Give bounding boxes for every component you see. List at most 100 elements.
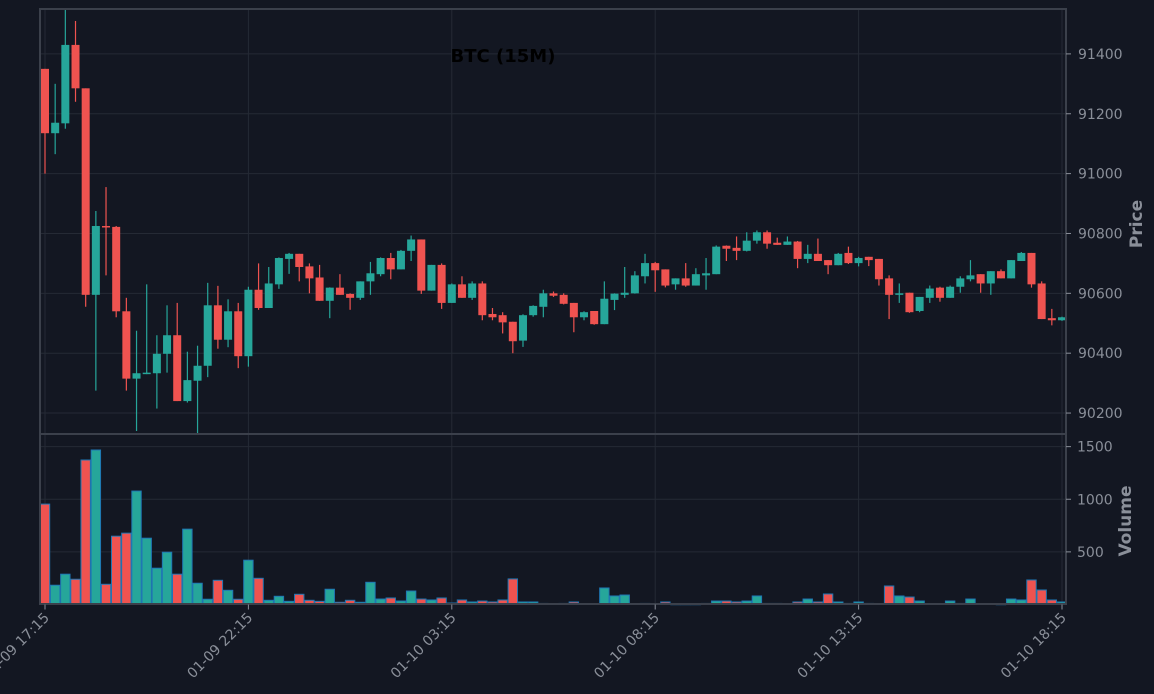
candle-down bbox=[549, 293, 558, 296]
candle-up bbox=[1007, 260, 1016, 279]
candle-up bbox=[600, 298, 609, 325]
volume-tick-label: 1000 bbox=[1077, 492, 1113, 508]
candle-down bbox=[498, 315, 507, 323]
candle-up bbox=[366, 273, 375, 282]
volume-bar bbox=[70, 578, 81, 605]
candle-up bbox=[956, 278, 965, 287]
candle-down bbox=[1037, 283, 1046, 320]
candle-up bbox=[915, 296, 924, 311]
candle-down bbox=[315, 277, 324, 301]
candle-up bbox=[244, 289, 253, 357]
candle-up bbox=[203, 305, 212, 366]
volume-bar bbox=[212, 579, 224, 606]
candle-up bbox=[854, 258, 863, 264]
volume-bar bbox=[822, 593, 834, 605]
candle-up bbox=[539, 293, 548, 307]
candle-down bbox=[173, 335, 182, 402]
candle-up bbox=[630, 275, 639, 294]
volume-bar bbox=[141, 537, 152, 606]
candle-up bbox=[356, 281, 365, 298]
candle-up bbox=[193, 365, 202, 381]
candle-up bbox=[752, 232, 761, 241]
chart-title: BTC (15M) bbox=[451, 46, 556, 67]
candle-up bbox=[142, 372, 151, 375]
x-tick-label: 01-10 18:15 bbox=[998, 610, 1070, 682]
volume-bar bbox=[100, 583, 112, 606]
candle-down bbox=[905, 292, 914, 313]
candle-down bbox=[844, 252, 853, 264]
candle-down bbox=[773, 242, 782, 245]
candle-up bbox=[518, 315, 527, 341]
candle-up bbox=[224, 311, 233, 340]
volume-tick-label: 1500 bbox=[1077, 440, 1113, 456]
price-tick-label: 90200 bbox=[1078, 406, 1123, 422]
candle-up bbox=[152, 353, 161, 374]
volume-gridlines bbox=[40, 434, 1066, 605]
candle-down bbox=[661, 269, 670, 286]
volume-bar bbox=[1026, 579, 1037, 606]
candle-up bbox=[376, 258, 385, 275]
volume-bar bbox=[39, 503, 51, 606]
volume-bar bbox=[161, 551, 173, 605]
candle-down bbox=[346, 293, 355, 298]
volume-bar bbox=[405, 590, 417, 605]
candle-down bbox=[793, 241, 802, 259]
candle-up bbox=[742, 240, 751, 251]
candle-up bbox=[895, 293, 904, 295]
candle-down bbox=[681, 278, 690, 286]
x-tick-label: 01-10 13:15 bbox=[795, 610, 867, 682]
candle-up bbox=[427, 264, 436, 291]
candle-down bbox=[1047, 318, 1056, 321]
x-tick-label: 01-10 08:15 bbox=[591, 610, 663, 682]
volume-bar bbox=[192, 582, 203, 605]
x-tick-label: 01-09 17:15 bbox=[0, 610, 53, 682]
candle-down bbox=[874, 258, 883, 280]
candle-down bbox=[824, 260, 833, 266]
candle-down bbox=[478, 283, 487, 316]
volume-tick-label: 500 bbox=[1077, 545, 1104, 561]
price-tick-label: 91400 bbox=[1078, 47, 1123, 63]
price-tick-label: 91200 bbox=[1078, 107, 1123, 123]
candle-down bbox=[864, 256, 873, 261]
candle-down bbox=[885, 278, 894, 295]
volume-axis-label: Volume bbox=[1116, 485, 1136, 556]
candle-up bbox=[468, 283, 477, 298]
volume-bar bbox=[507, 578, 519, 605]
candle-up bbox=[946, 286, 955, 298]
candle-up bbox=[783, 241, 792, 245]
candle-up bbox=[986, 271, 995, 284]
candle-down bbox=[935, 287, 944, 298]
volume-bar bbox=[243, 559, 254, 605]
candle-down bbox=[112, 226, 121, 312]
candle-down bbox=[295, 253, 304, 267]
candle-down bbox=[763, 232, 772, 244]
volume-bar bbox=[324, 588, 335, 605]
candle-up bbox=[407, 239, 416, 251]
volume-bar bbox=[90, 449, 102, 605]
candle-up bbox=[1058, 317, 1066, 321]
volume-bar bbox=[131, 490, 142, 605]
candle-up bbox=[610, 293, 619, 300]
candle-up bbox=[285, 253, 294, 259]
candle-down bbox=[386, 258, 395, 270]
volume-bar bbox=[599, 587, 610, 606]
candle-up bbox=[834, 253, 843, 266]
volume-bar bbox=[49, 584, 61, 605]
volume-bar bbox=[121, 532, 132, 605]
candle-down bbox=[651, 263, 660, 271]
candle-up bbox=[163, 335, 172, 354]
volume-bars bbox=[39, 449, 1067, 606]
volume-bar bbox=[80, 459, 91, 606]
price-tick-label: 90800 bbox=[1078, 226, 1123, 242]
volume-bar bbox=[253, 577, 264, 605]
candle-down bbox=[81, 88, 90, 295]
candle-up bbox=[396, 250, 405, 270]
candle-down bbox=[437, 264, 446, 303]
volume-bar bbox=[172, 573, 183, 606]
volume-bar bbox=[151, 567, 163, 606]
volume-bar bbox=[365, 581, 376, 606]
candle-up bbox=[51, 122, 60, 134]
candle-up bbox=[580, 312, 589, 318]
candle-down bbox=[122, 311, 131, 379]
